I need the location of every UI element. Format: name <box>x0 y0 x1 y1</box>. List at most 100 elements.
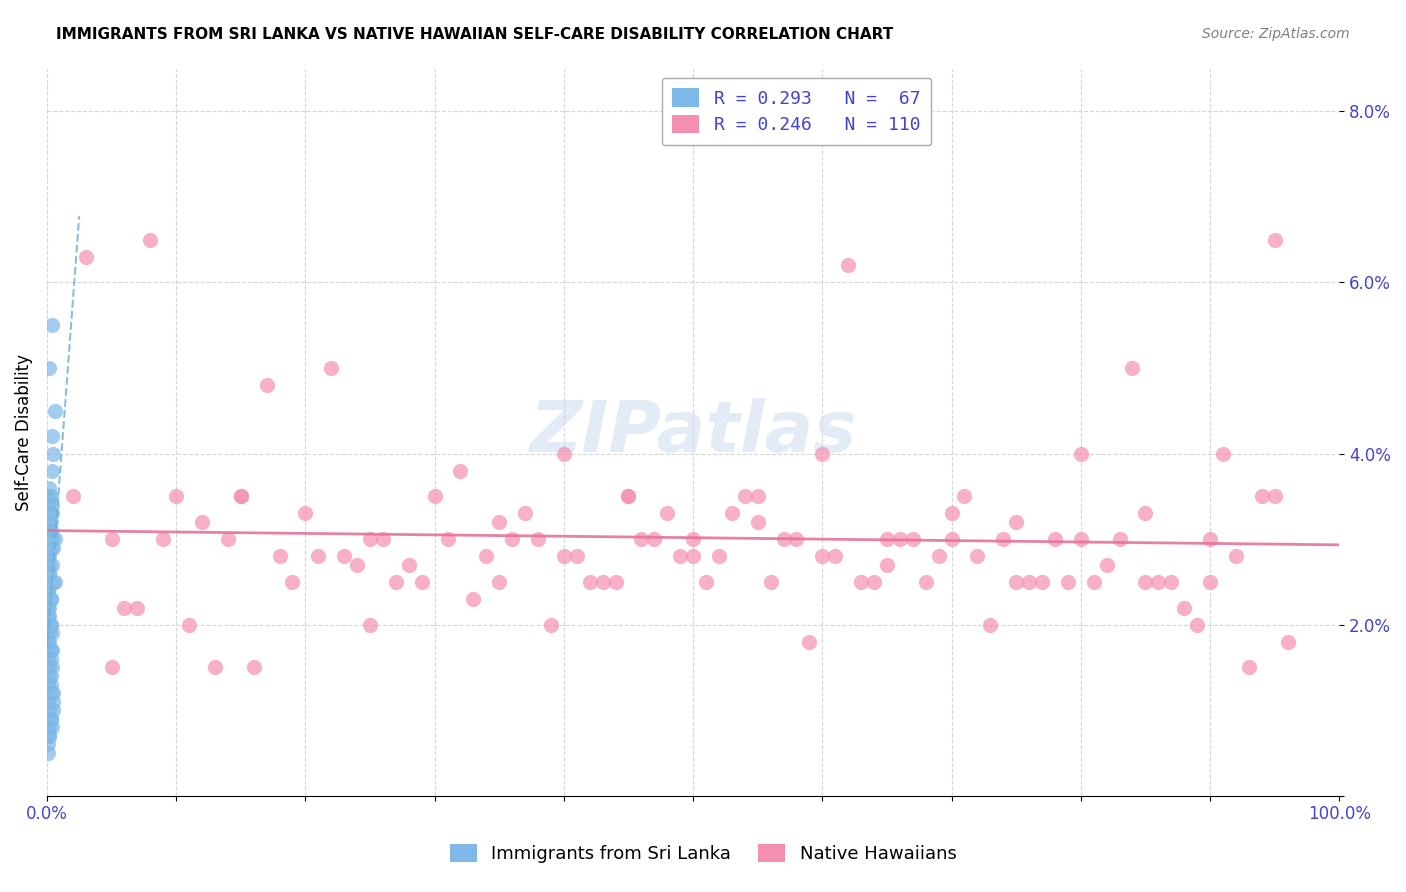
Native Hawaiians <box>630 532 652 546</box>
Native Hawaiians <box>605 574 627 589</box>
Immigrants from Sri Lanka <box>39 712 62 726</box>
Native Hawaiians <box>1108 532 1130 546</box>
Native Hawaiians <box>294 507 316 521</box>
Native Hawaiians <box>953 489 976 503</box>
Native Hawaiians <box>824 549 846 564</box>
Immigrants from Sri Lanka <box>38 515 60 529</box>
Native Hawaiians <box>269 549 291 564</box>
Native Hawaiians <box>436 532 458 546</box>
Native Hawaiians <box>359 617 381 632</box>
Immigrants from Sri Lanka <box>37 634 59 648</box>
Native Hawaiians <box>385 574 408 589</box>
Native Hawaiians <box>811 549 834 564</box>
Native Hawaiians <box>1005 515 1028 529</box>
Immigrants from Sri Lanka <box>41 643 63 657</box>
Native Hawaiians <box>837 258 859 272</box>
Immigrants from Sri Lanka <box>37 549 59 564</box>
Native Hawaiians <box>1264 489 1286 503</box>
Legend: R = 0.293   N =  67, R = 0.246   N = 110: R = 0.293 N = 67, R = 0.246 N = 110 <box>662 78 931 145</box>
Immigrants from Sri Lanka <box>37 746 59 760</box>
Native Hawaiians <box>966 549 988 564</box>
Native Hawaiians <box>876 532 898 546</box>
Immigrants from Sri Lanka <box>39 507 62 521</box>
Native Hawaiians <box>62 489 84 503</box>
Immigrants from Sri Lanka <box>38 489 60 503</box>
Native Hawaiians <box>100 660 122 674</box>
Immigrants from Sri Lanka <box>39 643 62 657</box>
Native Hawaiians <box>475 549 498 564</box>
Immigrants from Sri Lanka <box>39 524 62 538</box>
Native Hawaiians <box>617 489 640 503</box>
Native Hawaiians <box>1095 558 1118 572</box>
Native Hawaiians <box>993 532 1015 546</box>
Native Hawaiians <box>1018 574 1040 589</box>
Native Hawaiians <box>371 532 394 546</box>
Native Hawaiians <box>1005 574 1028 589</box>
Immigrants from Sri Lanka <box>37 498 59 512</box>
Native Hawaiians <box>889 532 911 546</box>
Native Hawaiians <box>540 617 562 632</box>
Native Hawaiians <box>501 532 523 546</box>
Immigrants from Sri Lanka <box>39 617 62 632</box>
Immigrants from Sri Lanka <box>41 429 63 443</box>
Native Hawaiians <box>1199 574 1222 589</box>
Native Hawaiians <box>1135 507 1157 521</box>
Immigrants from Sri Lanka <box>37 695 59 709</box>
Immigrants from Sri Lanka <box>41 498 63 512</box>
Native Hawaiians <box>177 617 200 632</box>
Native Hawaiians <box>643 532 665 546</box>
Immigrants from Sri Lanka <box>42 686 65 700</box>
Immigrants from Sri Lanka <box>37 652 59 666</box>
Native Hawaiians <box>669 549 692 564</box>
Immigrants from Sri Lanka <box>39 524 62 538</box>
Native Hawaiians <box>75 250 97 264</box>
Native Hawaiians <box>1083 574 1105 589</box>
Native Hawaiians <box>346 558 368 572</box>
Y-axis label: Self-Care Disability: Self-Care Disability <box>15 353 32 510</box>
Immigrants from Sri Lanka <box>41 558 63 572</box>
Native Hawaiians <box>527 532 550 546</box>
Native Hawaiians <box>734 489 756 503</box>
Immigrants from Sri Lanka <box>41 660 63 674</box>
Immigrants from Sri Lanka <box>39 541 62 555</box>
Native Hawaiians <box>217 532 239 546</box>
Native Hawaiians <box>682 532 704 546</box>
Immigrants from Sri Lanka <box>39 669 62 683</box>
Native Hawaiians <box>139 233 162 247</box>
Native Hawaiians <box>321 361 343 376</box>
Native Hawaiians <box>1031 574 1053 589</box>
Native Hawaiians <box>1199 532 1222 546</box>
Native Hawaiians <box>811 446 834 460</box>
Native Hawaiians <box>1264 233 1286 247</box>
Immigrants from Sri Lanka <box>38 609 60 624</box>
Native Hawaiians <box>229 489 252 503</box>
Legend: Immigrants from Sri Lanka, Native Hawaiians: Immigrants from Sri Lanka, Native Hawaii… <box>439 833 967 874</box>
Native Hawaiians <box>617 489 640 503</box>
Immigrants from Sri Lanka <box>44 532 66 546</box>
Immigrants from Sri Lanka <box>38 481 60 495</box>
Immigrants from Sri Lanka <box>38 669 60 683</box>
Immigrants from Sri Lanka <box>42 541 65 555</box>
Native Hawaiians <box>100 532 122 546</box>
Native Hawaiians <box>901 532 924 546</box>
Native Hawaiians <box>333 549 356 564</box>
Immigrants from Sri Lanka <box>37 583 59 598</box>
Immigrants from Sri Lanka <box>38 600 60 615</box>
Native Hawaiians <box>1250 489 1272 503</box>
Native Hawaiians <box>229 489 252 503</box>
Native Hawaiians <box>1121 361 1143 376</box>
Immigrants from Sri Lanka <box>38 558 60 572</box>
Text: Source: ZipAtlas.com: Source: ZipAtlas.com <box>1202 27 1350 41</box>
Native Hawaiians <box>281 574 304 589</box>
Native Hawaiians <box>1057 574 1080 589</box>
Native Hawaiians <box>1173 600 1195 615</box>
Native Hawaiians <box>721 507 744 521</box>
Native Hawaiians <box>307 549 329 564</box>
Immigrants from Sri Lanka <box>41 626 63 640</box>
Immigrants from Sri Lanka <box>39 712 62 726</box>
Immigrants from Sri Lanka <box>38 361 60 376</box>
Immigrants from Sri Lanka <box>39 591 62 606</box>
Immigrants from Sri Lanka <box>39 515 62 529</box>
Native Hawaiians <box>242 660 264 674</box>
Native Hawaiians <box>423 489 446 503</box>
